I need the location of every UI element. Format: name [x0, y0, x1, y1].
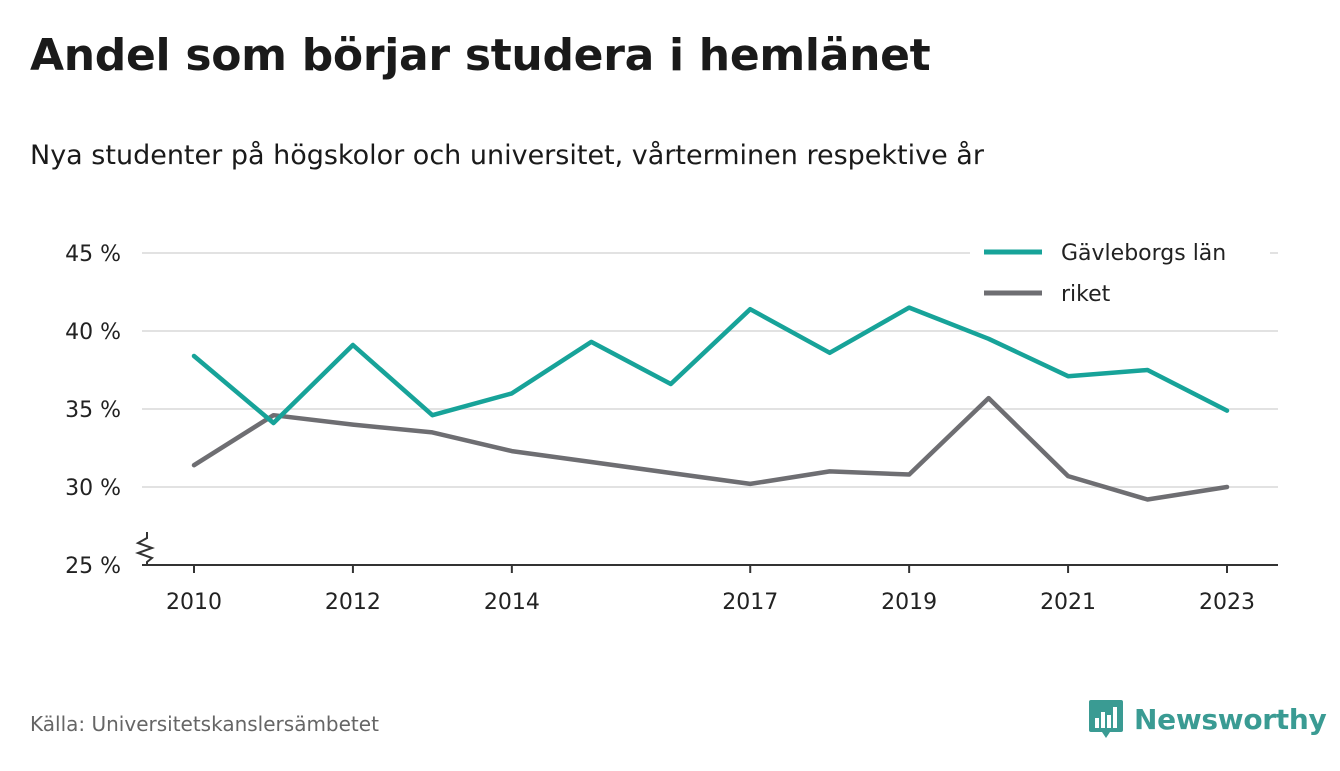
line-chart: 25 % 30 % 35 % 40 % 45 % 2010 2012 2014 2017 2019… [65, 232, 1278, 615]
axes: 25 % 30 % 35 % 40 % 45 % 2010 2012 2014 2017 2019… [65, 242, 1278, 615]
brand-logo[interactable]: Newsworthy [1088, 697, 1327, 741]
x-tick-label: 2021 [1040, 590, 1096, 615]
x-tick-label: 2010 [166, 590, 222, 615]
legend-label: riket [1061, 282, 1111, 307]
y-tick-label: 45 % [65, 242, 121, 267]
axis-break-icon [135, 532, 155, 565]
series-line-gävleborgs-län[interactable] [191, 305, 1230, 426]
legend-background [970, 232, 1270, 314]
source-note: Källa: Universitetskanslersämbetet [30, 712, 379, 736]
chart-subtitle: Nya studenter på högskolor och universit… [30, 140, 984, 171]
x-tick-label: 2012 [325, 590, 381, 615]
legend-label: Gävleborgs län [1061, 241, 1226, 266]
legend: Gävleborgs län riket [970, 232, 1270, 314]
series-lines [191, 305, 1230, 502]
x-tick-label: 2014 [484, 590, 540, 615]
bar-chart-speech-bubble-icon [1089, 700, 1123, 738]
y-tick-label: 30 % [65, 476, 121, 501]
x-tick-label: 2019 [881, 590, 937, 615]
series-line-riket[interactable] [191, 395, 1230, 502]
x-tick-label: 2023 [1199, 590, 1255, 615]
chart-title: Andel som börjar studera i hemlänet [30, 30, 931, 81]
y-tick-label: 25 % [65, 554, 121, 579]
brand-name: Newsworthy [1134, 702, 1327, 736]
y-tick-label: 35 % [65, 398, 121, 423]
x-tick-label: 2017 [722, 590, 778, 615]
y-tick-label: 40 % [65, 320, 121, 345]
